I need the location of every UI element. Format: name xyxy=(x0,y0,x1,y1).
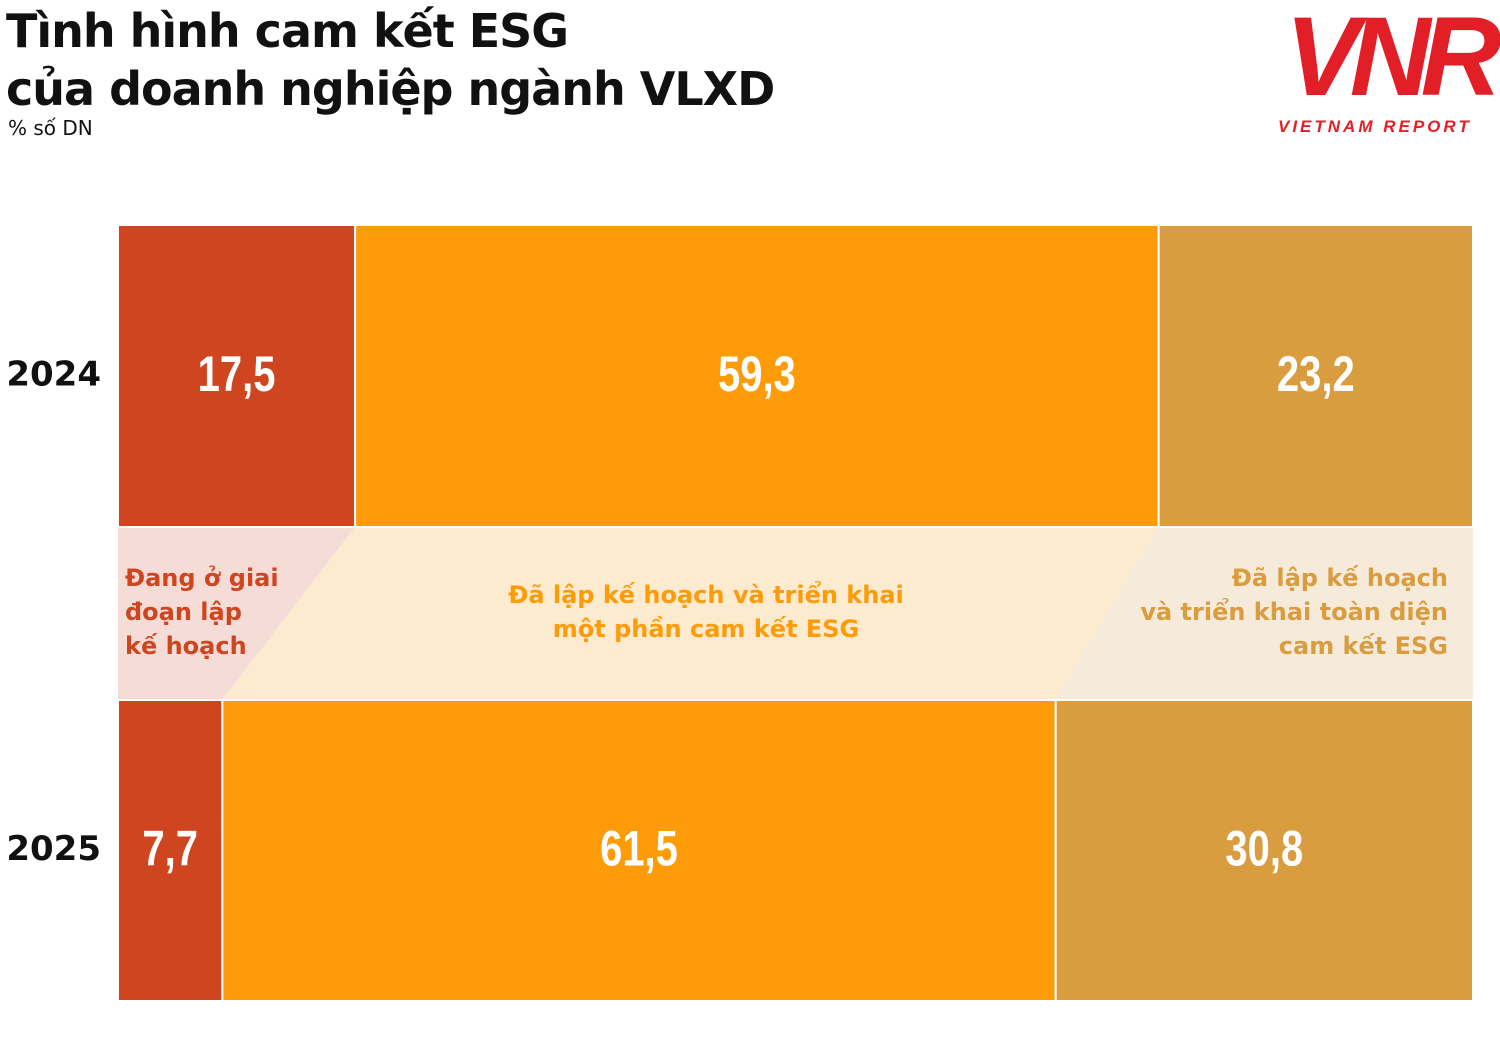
legend-label: Đang ở giai đoạn lập kế hoạch xyxy=(125,564,279,660)
connector-band xyxy=(118,527,356,700)
bar-segment xyxy=(117,224,357,528)
value-label: 30,8 xyxy=(1225,820,1303,876)
logo-text: VIETNAM REPORT xyxy=(1278,117,1472,136)
chart-title: Tình hình cam kết ESG của doanh nghiệp n… xyxy=(6,4,775,116)
value-label: 59,3 xyxy=(718,346,796,402)
chart-subtitle: % số DN xyxy=(8,116,93,140)
value-label: 7,7 xyxy=(142,820,198,876)
value-label: 17,5 xyxy=(198,346,276,402)
connector-band xyxy=(1055,527,1473,700)
bar-segment xyxy=(1054,699,1475,1002)
y-tick-label: 2024 xyxy=(6,355,101,395)
legend-label: Đã lập kế hoạch và triển khai một phần c… xyxy=(508,581,904,643)
bar-segment xyxy=(1157,224,1474,528)
value-label: 61,5 xyxy=(600,820,678,876)
bar-segment xyxy=(117,699,224,1002)
legend-label: Đã lập kế hoạch và triển khai toàn diện … xyxy=(1140,564,1448,660)
connector-band xyxy=(222,527,1159,700)
y-tick-label: 2025 xyxy=(6,829,101,869)
logo-mark: VNR xyxy=(1285,0,1500,119)
bar-segment xyxy=(221,699,1057,1002)
value-label: 23,2 xyxy=(1277,346,1355,402)
